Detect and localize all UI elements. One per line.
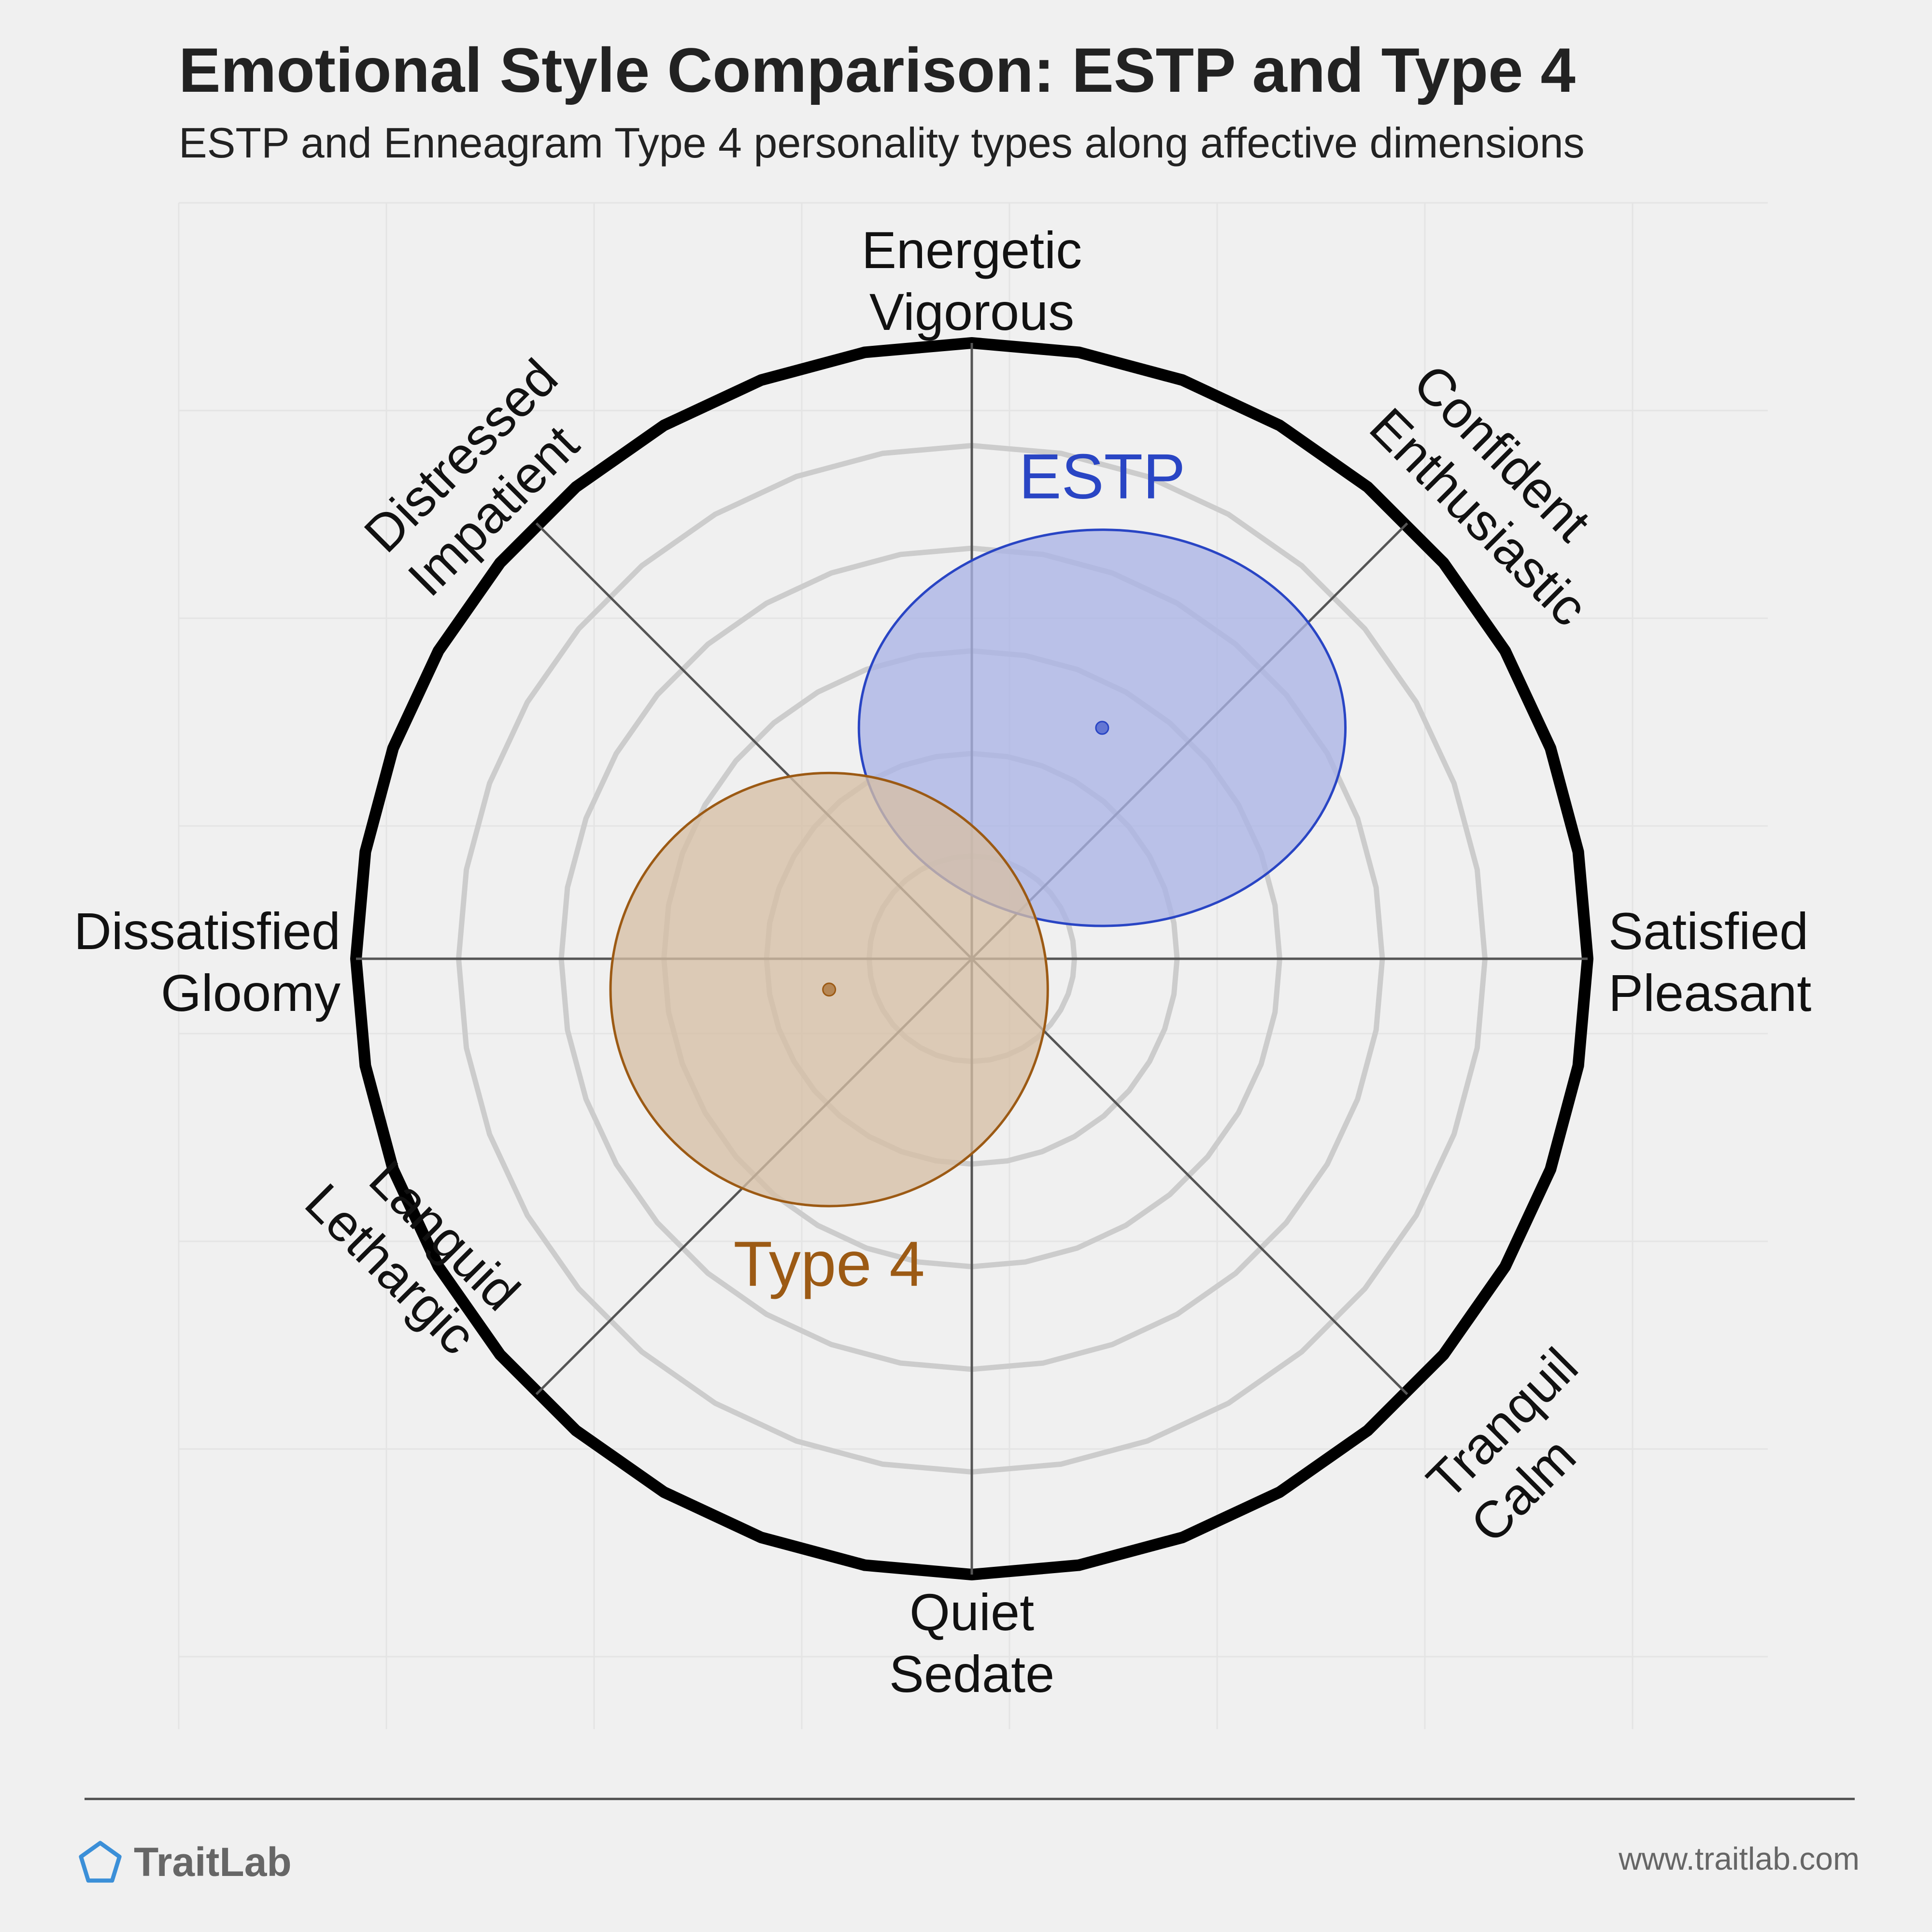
axis-label-quiet-line: Sedate bbox=[889, 1645, 1054, 1703]
axis-label-dissatisfied-line: Gloomy bbox=[161, 964, 341, 1022]
pentagon-icon bbox=[79, 1840, 122, 1883]
chart-subtitle: ESTP and Enneagram Type 4 personality ty… bbox=[179, 119, 1585, 167]
brand-name: TraitLab bbox=[134, 1839, 292, 1885]
series-label-estp: ESTP bbox=[1019, 441, 1185, 512]
footer-divider bbox=[85, 1798, 1855, 1800]
axis-label-energetic-line: Vigorous bbox=[869, 283, 1074, 341]
axis-label-dissatisfied-line: Dissatisfied bbox=[74, 902, 341, 960]
axis-label-energetic-line: Energetic bbox=[862, 221, 1082, 279]
axis-label-satisfied-line: Satisfied bbox=[1608, 902, 1808, 960]
series-label-type-4: Type 4 bbox=[733, 1228, 924, 1299]
axis-label-quiet-line: Quiet bbox=[909, 1583, 1034, 1641]
axis-label-satisfied-line: Pleasant bbox=[1608, 964, 1811, 1022]
chart-title: Emotional Style Comparison: ESTP and Typ… bbox=[179, 35, 1576, 105]
site-url: www.traitlab.com bbox=[1619, 1841, 1860, 1876]
series-point-estp bbox=[1095, 721, 1109, 735]
brand-logo: TraitLab bbox=[77, 1835, 292, 1889]
series-point-type-4 bbox=[822, 982, 837, 997]
